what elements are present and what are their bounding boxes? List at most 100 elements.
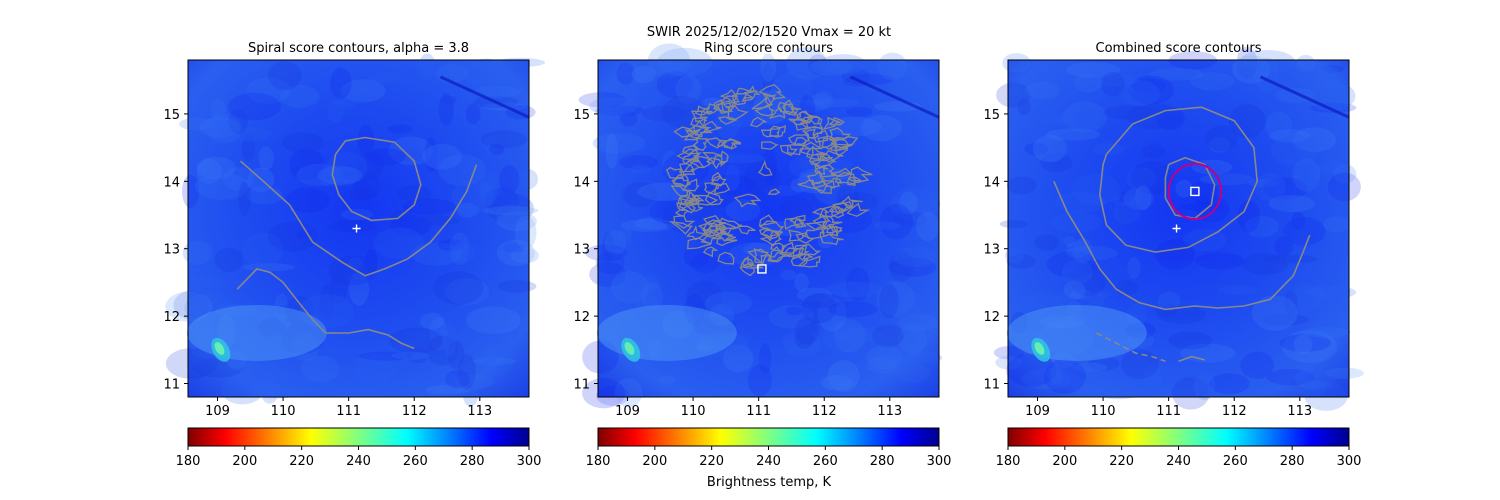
cloud-blob <box>480 130 528 149</box>
ring-contour <box>717 251 735 265</box>
cloud-blob <box>630 164 651 175</box>
cloud-blob <box>1208 137 1231 153</box>
cloud-blob <box>704 291 753 315</box>
cloud-blob <box>794 317 819 345</box>
cloud-blob <box>1292 157 1321 192</box>
cloud-blob <box>1073 73 1104 93</box>
ring-contour <box>834 137 854 152</box>
cloud-blob <box>1034 234 1060 251</box>
axes-frame <box>597 59 940 398</box>
cloud-blob <box>1327 172 1361 202</box>
ring-contour <box>797 252 813 261</box>
ring-contour <box>813 162 829 175</box>
cloud-blob <box>328 220 376 233</box>
cloud-blob <box>602 231 615 263</box>
warm-band <box>1006 304 1147 361</box>
contour-line <box>331 136 422 222</box>
ring-contour <box>750 116 767 128</box>
cloud-blob <box>165 291 213 322</box>
y-tick-label: 14 <box>163 175 180 190</box>
cloud-blob <box>799 167 852 182</box>
cloud-blob <box>389 150 423 162</box>
y-tick-label: 15 <box>163 108 180 123</box>
cloud-blob <box>199 117 241 138</box>
ring-contour <box>829 127 852 141</box>
cloud-blob <box>348 271 369 306</box>
ring-contour <box>700 231 723 245</box>
cloud-blob <box>1046 251 1100 278</box>
cloud-blob <box>1266 369 1315 386</box>
y-tick-label: 15 <box>573 108 590 123</box>
cloud-blob <box>242 232 284 268</box>
cloud-blob <box>1200 173 1255 186</box>
ring-contour <box>694 105 713 116</box>
cloud-blob <box>1002 53 1031 73</box>
cloud-blob <box>1291 211 1305 230</box>
y-tick-label: 14 <box>573 175 590 190</box>
center-plus-marker <box>352 224 361 233</box>
cloud-blob <box>482 206 539 216</box>
cloud-blob <box>1326 367 1364 379</box>
contour-line <box>236 268 415 350</box>
colorbar <box>1007 427 1350 447</box>
cloud-blob <box>1209 373 1250 395</box>
cloud-blob <box>1172 377 1210 410</box>
x-tick-label: 110 <box>1091 404 1116 419</box>
cloud-blob <box>289 148 325 181</box>
cloud-blob <box>915 211 940 242</box>
cloud-blob <box>1115 280 1138 296</box>
cloud-blob <box>1282 330 1338 363</box>
cloud-blob <box>637 182 692 201</box>
ring-contour <box>716 138 742 150</box>
cloud-blob <box>1130 160 1175 195</box>
ring-contour <box>704 192 724 206</box>
ring-contour <box>690 110 708 123</box>
cloud-blob <box>457 354 476 390</box>
cloud-blob <box>319 284 334 319</box>
cloud-blob <box>497 280 537 293</box>
cloud-blob <box>1062 101 1108 133</box>
cloud-blob <box>388 136 434 166</box>
cloud-blob <box>456 202 479 218</box>
ring-contour <box>821 215 843 230</box>
warm-spot-core <box>624 342 635 355</box>
cloud-blob <box>206 113 243 144</box>
cloud-blob <box>634 287 648 309</box>
cloud-blob <box>722 344 754 373</box>
cloud-blob <box>1141 144 1166 159</box>
cloud-blob <box>387 124 414 134</box>
warm-spot-core <box>214 342 225 355</box>
cloud-blob <box>845 73 894 86</box>
cloud-blob <box>647 43 691 79</box>
cloud-blob <box>578 92 626 108</box>
cloud-blob <box>1040 153 1073 173</box>
colorbar-label: Brightness temp, K <box>707 475 832 490</box>
cloud-blob <box>425 384 471 395</box>
cloud-blob <box>1307 81 1356 112</box>
ring-contour <box>702 152 723 164</box>
cloud-blob <box>484 187 520 214</box>
cloud-blob <box>1228 104 1266 139</box>
cloud-blob <box>341 79 386 103</box>
center-square-marker <box>1190 186 1200 197</box>
ring-contour <box>751 95 773 110</box>
cloud-blob <box>442 372 459 396</box>
x-tick-label: 112 <box>812 404 837 419</box>
cloud-blob <box>622 181 658 208</box>
ring-contour <box>794 218 805 228</box>
cloud-blob <box>877 52 908 81</box>
cloud-blob <box>1045 128 1101 141</box>
colorbar-tick-label: 280 <box>1280 454 1305 469</box>
cloud-blob <box>1113 201 1141 224</box>
fit-circle-marker <box>1167 162 1223 220</box>
cloud-blob <box>1251 295 1298 332</box>
ring-contour <box>717 100 736 115</box>
cloud-blob <box>285 187 330 213</box>
y-tick-label: 13 <box>573 243 590 258</box>
cloud-blob <box>1008 82 1023 100</box>
ring-contour <box>732 92 754 106</box>
cloud-blob <box>227 92 281 121</box>
cloud-blob <box>897 313 938 332</box>
cloud-blob <box>496 211 537 232</box>
ring-contour <box>792 117 811 126</box>
